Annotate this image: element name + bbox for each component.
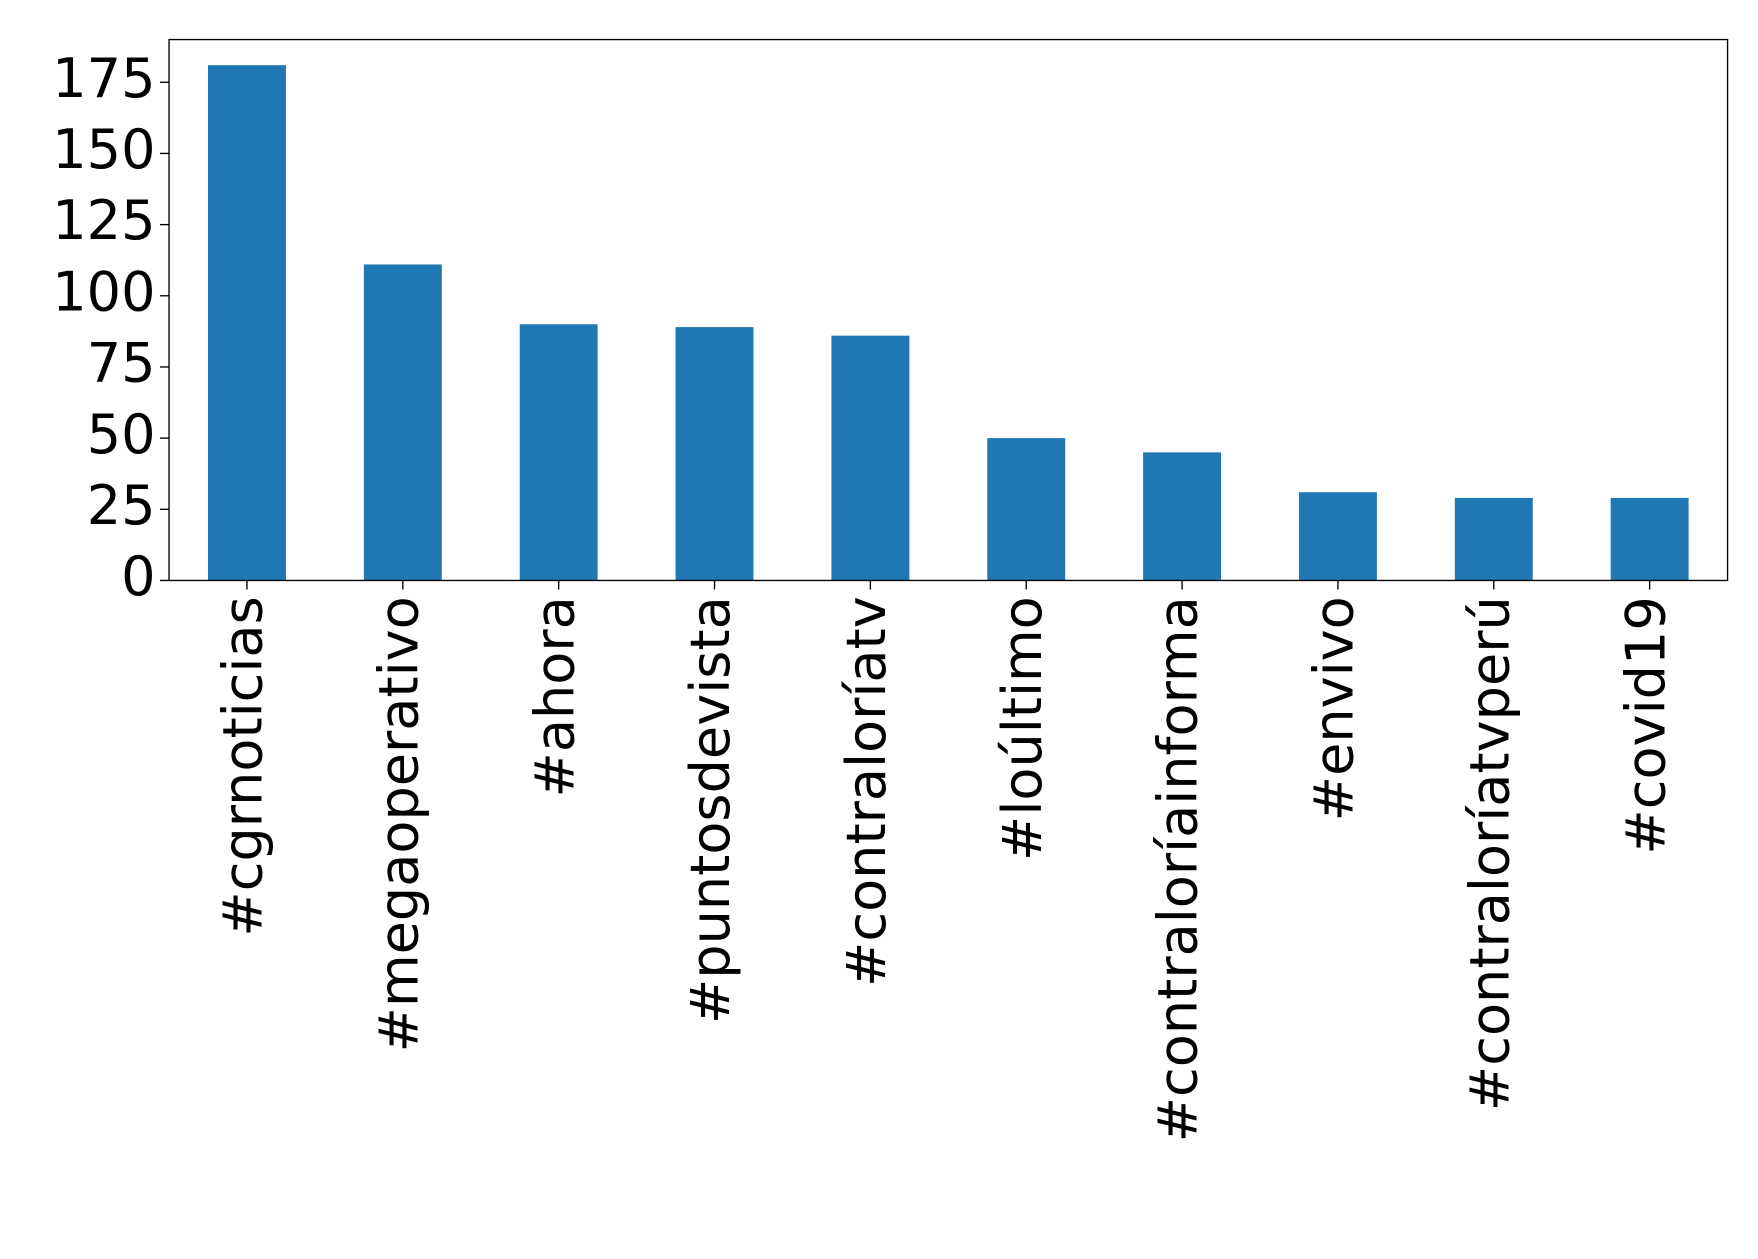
x-tick-label: #covid19 <box>1614 596 1677 854</box>
bar <box>519 324 598 581</box>
plot-frame <box>168 38 1729 582</box>
x-tick-label: #ahora <box>523 596 586 797</box>
x-tick-label: #contraloríainforma <box>1147 596 1210 1142</box>
bar <box>831 335 910 581</box>
y-tick-label: 175 <box>52 47 155 110</box>
x-tick-label: #loúltimo <box>991 596 1054 861</box>
y-tick-label: 125 <box>52 189 155 252</box>
y-tick-label: 100 <box>52 260 155 323</box>
bar <box>675 327 754 581</box>
bar <box>208 65 286 581</box>
y-tick-label: 150 <box>52 118 155 181</box>
y-tick-label: 50 <box>87 403 156 466</box>
y-tick-label: 25 <box>87 474 156 537</box>
bar <box>1454 497 1533 581</box>
x-tick-label: #megaoperativo <box>367 596 430 1052</box>
bar <box>363 264 442 581</box>
bar <box>1143 452 1222 581</box>
y-tick-label: 75 <box>87 332 156 395</box>
bar <box>987 438 1066 581</box>
x-tick-label: #cgrnoticias <box>212 596 275 936</box>
bar <box>1610 497 1689 581</box>
x-tick-label: #envivo <box>1303 596 1366 821</box>
x-tick-label: #puntosdevista <box>679 596 742 1024</box>
y-tick-label: 0 <box>121 545 155 608</box>
bar <box>1298 492 1377 581</box>
x-tick-label: #contraloríatvperú <box>1458 596 1521 1111</box>
x-tick-label: #contraloríatv <box>835 596 898 987</box>
